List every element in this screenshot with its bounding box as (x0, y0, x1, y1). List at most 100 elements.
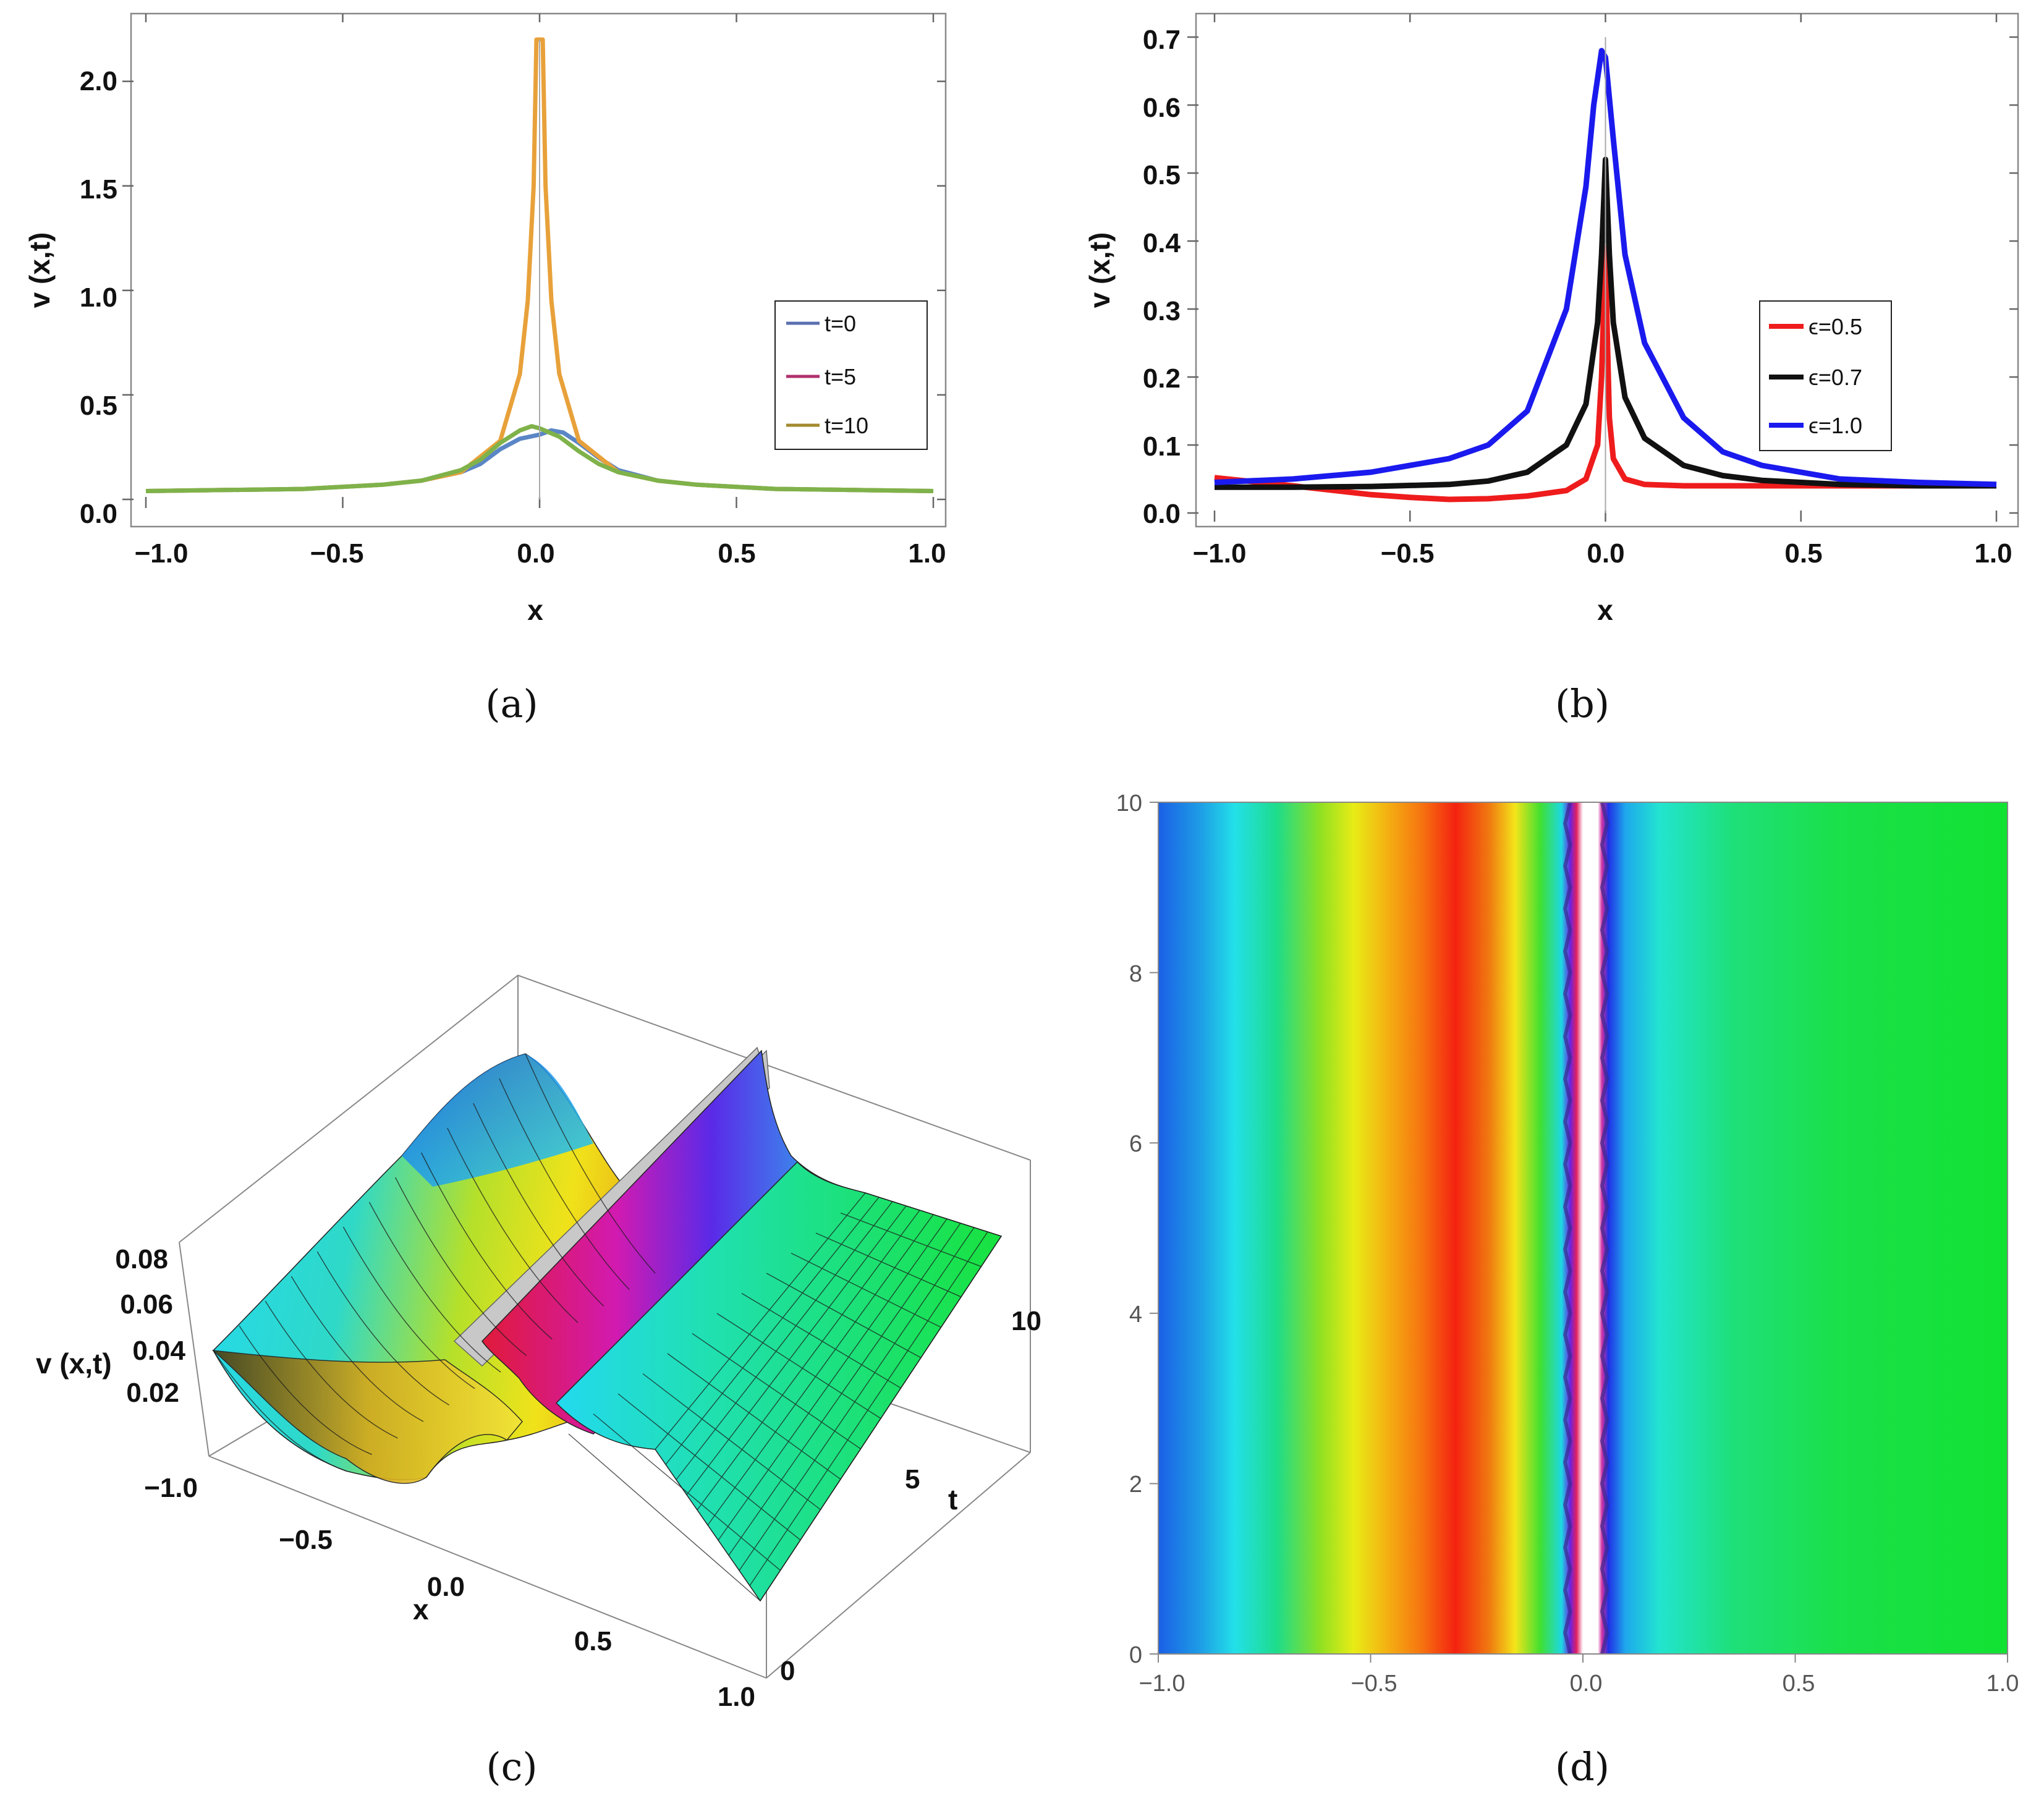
panel-b-ytick: 0.2 (1143, 363, 1181, 394)
panel-a-ytick: 1.5 (80, 174, 117, 205)
panel-d-zigzag-left (1563, 802, 1572, 1655)
panel-c-tlabel: t (948, 1483, 957, 1516)
panel-c-mesh-line (213, 1350, 347, 1472)
panel-c-ztick: 0.02 (126, 1378, 179, 1408)
panel-c-mesh-line (525, 1053, 656, 1274)
panel-c-mesh-line (791, 1252, 941, 1328)
panel-a-xtick: 0.5 (718, 538, 755, 569)
panel-a-xtick: 0.0 (517, 538, 554, 569)
panel-d-ytick: 8 (1129, 961, 1142, 987)
panel-c-mesh-line (766, 1273, 922, 1359)
panel-b-ylabel: v (x,t) (1083, 232, 1116, 308)
panel-a: −1.0 −0.5 0.0 0.5 1.0 0.0 0.5 1.0 1.5 2.… (23, 12, 947, 726)
panel-c-mesh-line (686, 1205, 907, 1495)
panel-b-ytick: 0.5 (1143, 160, 1181, 190)
panel-c-mesh-line (692, 1333, 861, 1449)
panel-c-left-top (402, 1054, 593, 1187)
panel-b-xtick: −1.0 (1193, 538, 1247, 569)
panel-d-zigzag-right (1600, 802, 1609, 1655)
panel-c-ttick: 5 (905, 1464, 920, 1494)
panel-b-frame (1195, 12, 2019, 528)
panel-b-xtick: 1.0 (1974, 538, 2012, 569)
panel-a-legend-label: t=0 (825, 311, 856, 336)
panel-b-ytick: 0.0 (1143, 499, 1181, 529)
panel-c-mesh-line (728, 1223, 961, 1556)
panel-c-xtick: −0.5 (279, 1525, 333, 1555)
panel-d-ytick: 10 (1116, 791, 1142, 816)
panel-a-series-line (145, 424, 934, 493)
panel-c-mesh-line (447, 1127, 579, 1323)
panel-c-mesh-line (568, 1433, 761, 1601)
panel-c-mesh-line (473, 1103, 604, 1307)
panel-c-mesh-line (593, 1413, 781, 1571)
panel-c-mesh-line (697, 1210, 920, 1511)
panel-c-xtick: 0.5 (574, 1626, 612, 1656)
panel-c-mesh (213, 1053, 1002, 1601)
panel-c-ttick: 0 (780, 1656, 795, 1686)
panel-b-ytick: 0.6 (1143, 93, 1181, 123)
panel-c-zlabel: v (x,t) (36, 1347, 112, 1380)
panel-c-mesh-line (655, 1192, 866, 1450)
panel-c-mesh-line (707, 1214, 934, 1525)
panel-d-xtick: −1.0 (1139, 1671, 1185, 1697)
panel-b-caption: (b) (1555, 681, 1609, 726)
panel-c-mesh-line (865, 1192, 1002, 1237)
panel-c-mesh-line (642, 1373, 821, 1511)
panel-a-xtick: 1.0 (908, 538, 946, 569)
panel-b-series-line (1214, 245, 1996, 502)
panel-c-ztick: 0.08 (115, 1244, 168, 1274)
panel-d-tick-marks (1150, 802, 2008, 1663)
panel-c-mesh-line (265, 1300, 398, 1439)
panel-c: 0.08 0.06 0.02 0.04 v (x,t) −1.0 −0.5 0.… (36, 974, 1041, 1789)
panel-c-ttick: 10 (1011, 1306, 1041, 1336)
panel-d-xtick: −0.5 (1351, 1671, 1397, 1697)
panel-d-xtick: 0.5 (1783, 1671, 1815, 1697)
panel-a-ytick: 2.0 (80, 66, 117, 96)
panel-c-xtick: 0.0 (427, 1572, 465, 1602)
panel-b: −1.0 −0.5 0.0 0.5 1.0 0.0 0.1 0.2 0.3 0.… (1083, 12, 2019, 726)
panel-c-xtick: 1.0 (718, 1682, 755, 1712)
panel-a-caption: (a) (485, 681, 538, 726)
panel-b-xtick: 0.5 (1784, 538, 1822, 569)
panel-a-xtick: −1.0 (135, 538, 189, 569)
panel-b-ytick: 0.4 (1143, 228, 1181, 258)
panel-c-mesh-line (394, 1177, 527, 1356)
panel-d-ytick: 0 (1129, 1642, 1142, 1668)
panel-d: 0 2 4 6 8 10 −1.0 −0.5 0.0 0.5 1.0 (d) (1116, 791, 2019, 1789)
panel-a-xtick: −0.5 (310, 538, 364, 569)
panel-b-series-line (1214, 48, 1997, 488)
panel-d-xtick: 0.0 (1570, 1671, 1603, 1697)
panel-d-xtick: 1.0 (1987, 1671, 2019, 1697)
panel-b-legend-label: ϵ=1.0 (1809, 413, 1862, 438)
panel-c-ztick: 0.04 (132, 1336, 185, 1366)
panel-c-mesh-line (741, 1292, 901, 1389)
panel-c-mesh-line (676, 1201, 893, 1480)
panel-c-mesh-line (815, 1232, 962, 1297)
panel-a-legend-label: t=10 (825, 413, 868, 438)
panel-b-ytick: 0.1 (1143, 431, 1181, 462)
panel-b-xtick: 0.0 (1587, 538, 1624, 569)
panel-a-ytick: 0.0 (80, 499, 117, 529)
panel-c-mesh-line (239, 1325, 372, 1455)
panel-c-mesh-line (840, 1212, 982, 1267)
panel-a-tick-marks (122, 14, 946, 508)
panel-b-xlabel: x (1597, 594, 1613, 626)
panel-b-ytick: 0.7 (1143, 25, 1181, 55)
panel-a-legend: t=0 t=5 t=10 (774, 300, 928, 450)
panel-b-legend: ϵ=0.5 ϵ=0.7 ϵ=1.0 (1759, 300, 1892, 451)
panel-d-heatmap (1158, 802, 2008, 1654)
panel-b-legend-label: ϵ=0.5 (1809, 314, 1862, 339)
panel-a-xlabel: x (527, 594, 543, 626)
panel-c-xlabel: x (413, 1593, 429, 1626)
panel-c-mesh-line (421, 1152, 553, 1340)
panel-c-mesh-line (342, 1226, 475, 1389)
panel-c-mesh-line (290, 1276, 424, 1422)
panel-d-ytick: 6 (1129, 1131, 1142, 1157)
panel-a-ytick: 0.5 (80, 391, 117, 421)
panel-c-mesh-line (739, 1227, 975, 1571)
panel-c-caption: (c) (486, 1744, 537, 1789)
panel-c-mesh-line (716, 1313, 881, 1419)
panel-d-caption: (d) (1555, 1744, 1609, 1789)
panel-c-mesh-line (368, 1202, 501, 1373)
panel-a-legend-label: t=5 (825, 364, 856, 389)
